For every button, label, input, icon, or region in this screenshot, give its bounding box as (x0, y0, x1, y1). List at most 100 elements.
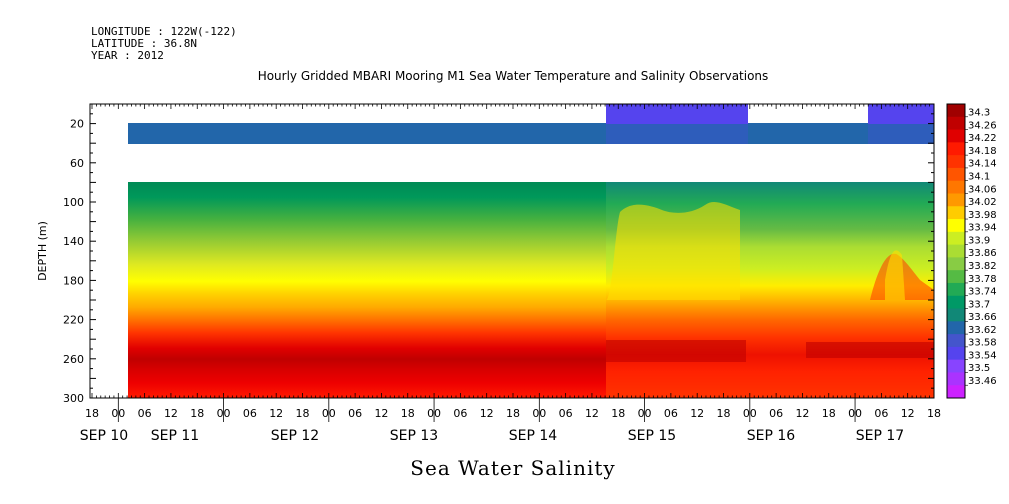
colorbar-swatch (947, 385, 965, 399)
colorbar-swatch (947, 129, 965, 143)
colorbar-label: 34.18 (968, 146, 997, 157)
colorbar-swatch (947, 257, 965, 271)
colorbar-label: 33.86 (968, 248, 997, 259)
colorbar-label: 33.7 (968, 299, 990, 310)
colorbar-label: 33.66 (968, 312, 997, 323)
colorbar-label: 33.9 (968, 235, 990, 246)
x-day-label: SEP 11 (151, 428, 199, 444)
y-axis-label: DEPTH (m) (36, 221, 49, 281)
x-hour-label: 06 (453, 407, 467, 420)
colorbar-swatch (947, 142, 965, 156)
colorbar-swatch (947, 231, 965, 246)
y-tick-label: 20 (70, 118, 84, 131)
colorbar-swatch (947, 116, 965, 131)
x-hour-label: 12 (690, 407, 704, 420)
band-dark-red-2 (806, 342, 934, 358)
band-dark-red (606, 340, 746, 362)
colorbar-label: 34.3 (968, 108, 990, 119)
colorbar-swatch (947, 321, 965, 335)
colorbar-swatch (947, 155, 965, 169)
y-tick-label: 140 (63, 235, 84, 248)
x-hour-label: 06 (559, 407, 573, 420)
x-hour-label: 12 (269, 407, 283, 420)
y-axis: 20 60 100 140 180 220 260 300 (63, 103, 934, 405)
x-hour-label: 18 (506, 407, 520, 420)
x-day-label: SEP 12 (271, 428, 319, 444)
colorbar-label: 33.98 (968, 210, 997, 221)
x-hour-label: 06 (769, 407, 783, 420)
x-hour-label: 06 (664, 407, 678, 420)
x-hour-label: 06 (243, 407, 257, 420)
x-day-label: SEP 10 (80, 428, 128, 444)
intrusion-yellow (606, 202, 740, 300)
colorbar-label: 33.46 (968, 376, 997, 387)
x-hour-label: 06 (348, 407, 362, 420)
y-tick-label: 300 (63, 392, 84, 405)
colorbar-swatch (947, 334, 965, 348)
surface-band-sep17-lower (868, 124, 934, 144)
x-day-label: SEP 17 (856, 428, 904, 444)
colorbar-swatch (947, 206, 965, 220)
colorbar-label: 34.26 (968, 120, 997, 131)
colorbar-label: 33.82 (968, 261, 997, 272)
surface-band-sep16 (748, 123, 868, 144)
colorbar-swatch (947, 282, 965, 297)
colorbar-label: 34.06 (968, 184, 997, 195)
colorbar-swatch (947, 167, 965, 182)
x-hour-label: 18 (927, 407, 941, 420)
y-tick-label: 100 (63, 196, 84, 209)
x-hour-label: 12 (374, 407, 388, 420)
colorbar-swatch (947, 180, 965, 194)
year-label: YEAR : 2012 (91, 49, 164, 62)
colorbar: 34.334.26 34.22 34.18 34.14 34.134.06 34.02 33… (946, 103, 997, 399)
x-hour-label: 06 (874, 407, 888, 420)
x-hour-label: 06 (138, 407, 152, 420)
colorbar-swatch (947, 372, 965, 386)
x-hour-label: 18 (85, 407, 99, 420)
colorbar-swatch (947, 244, 965, 258)
colorbar-label: 34.1 (968, 172, 990, 183)
field-steady (128, 182, 606, 398)
colorbar-label: 34.22 (968, 133, 997, 144)
colorbar-label: 33.78 (968, 274, 997, 285)
x-hour-label: 18 (717, 407, 731, 420)
latitude-label: LATITUDE : 36.8N (91, 37, 197, 50)
x-hour-label: 18 (822, 407, 836, 420)
x-hour-label: 18 (190, 407, 204, 420)
colorbar-swatch (947, 359, 965, 373)
y-tick-label: 60 (70, 157, 84, 170)
x-hour-label: 12 (795, 407, 809, 420)
colorbar-label: 33.58 (968, 338, 997, 349)
colorbar-label: 34.02 (968, 197, 997, 208)
variable-title: Sea Water Salinity (410, 456, 615, 480)
x-axis: 18 00 06 12 18 00 06 12 18 00 06 12 18 00 06 12 18 00 06 12… (80, 104, 941, 444)
colorbar-label: 33.74 (968, 287, 997, 298)
colorbar-swatch (947, 308, 965, 322)
y-tick-label: 260 (63, 353, 84, 366)
x-day-label: SEP 16 (747, 428, 796, 444)
colorbar-label: 33.5 (968, 363, 990, 374)
colorbar-swatch (947, 193, 965, 207)
x-day-label: SEP 13 (390, 428, 438, 444)
colorbar-label: 33.62 (968, 325, 997, 336)
longitude-label: LONGITUDE : 122W(-122) (91, 25, 237, 38)
x-hour-label: 18 (296, 407, 310, 420)
x-hour-label: 12 (164, 407, 178, 420)
plot-area (128, 104, 934, 398)
colorbar-label: 34.14 (968, 159, 997, 170)
x-hour-label: 12 (585, 407, 599, 420)
x-day-label: SEP 14 (509, 428, 558, 444)
surface-band-sep15-lower (606, 124, 748, 144)
colorbar-frame (946, 103, 966, 399)
surface-band-early (128, 123, 606, 144)
x-hour-label: 12 (901, 407, 915, 420)
colorbar-label: 33.94 (968, 223, 997, 234)
y-tick-label: 220 (63, 314, 84, 327)
colorbar-label: 33.54 (968, 350, 997, 361)
y-tick-label: 180 (63, 274, 84, 287)
x-hour-label: 12 (480, 407, 494, 420)
x-hour-label: 18 (611, 407, 625, 420)
intrusion-yellow-2 (885, 250, 905, 300)
x-hour-label: 18 (401, 407, 415, 420)
